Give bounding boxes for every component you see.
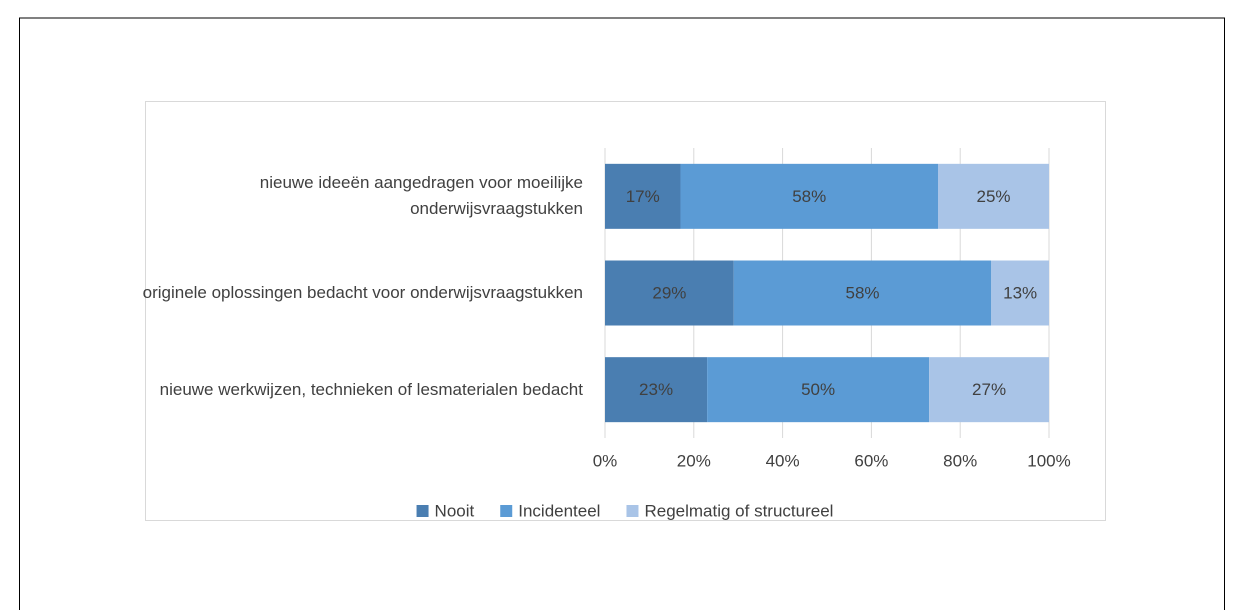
legend-swatch	[500, 505, 513, 517]
data-label: 27%	[972, 380, 1006, 399]
data-label: 13%	[1003, 283, 1037, 302]
bar-segment	[938, 163, 1049, 229]
y-tick-label: nieuwe ideeën aangedragen voor moeilijke…	[259, 173, 583, 219]
data-label: 29%	[652, 283, 686, 302]
x-tick-label: 40%	[766, 451, 800, 470]
bar-segment	[707, 357, 930, 423]
data-label: 23%	[639, 380, 673, 399]
legend-label: Incidenteel	[518, 501, 600, 520]
x-tick-label: 20%	[677, 451, 711, 470]
bar-segment	[733, 260, 992, 326]
y-tick-label: nieuwe werkwijzen, technieken of lesmate…	[159, 379, 583, 399]
bar-segment	[929, 357, 1049, 423]
x-tick-label: 100%	[1027, 451, 1070, 470]
data-label: 58%	[792, 187, 826, 206]
data-label: 50%	[801, 380, 835, 399]
data-label: 17%	[626, 187, 660, 206]
bar-segment	[991, 260, 1049, 326]
data-label: 25%	[976, 187, 1010, 206]
y-tick-label: originele oplossingen bedacht voor onder…	[142, 283, 583, 302]
x-tick-label: 60%	[854, 451, 888, 470]
x-tick-label: 0%	[593, 451, 618, 470]
legend-swatch	[626, 505, 639, 517]
bar-segment	[605, 163, 681, 229]
legend-swatch	[416, 505, 429, 517]
bar-segment	[605, 357, 708, 423]
data-label: 58%	[846, 283, 880, 302]
bar-segment	[605, 260, 734, 326]
legend-label: Regelmatig of structureel	[644, 501, 833, 520]
x-tick-label: 80%	[943, 451, 977, 470]
legend-label: Nooit	[435, 501, 475, 520]
bar-segment	[680, 163, 938, 229]
